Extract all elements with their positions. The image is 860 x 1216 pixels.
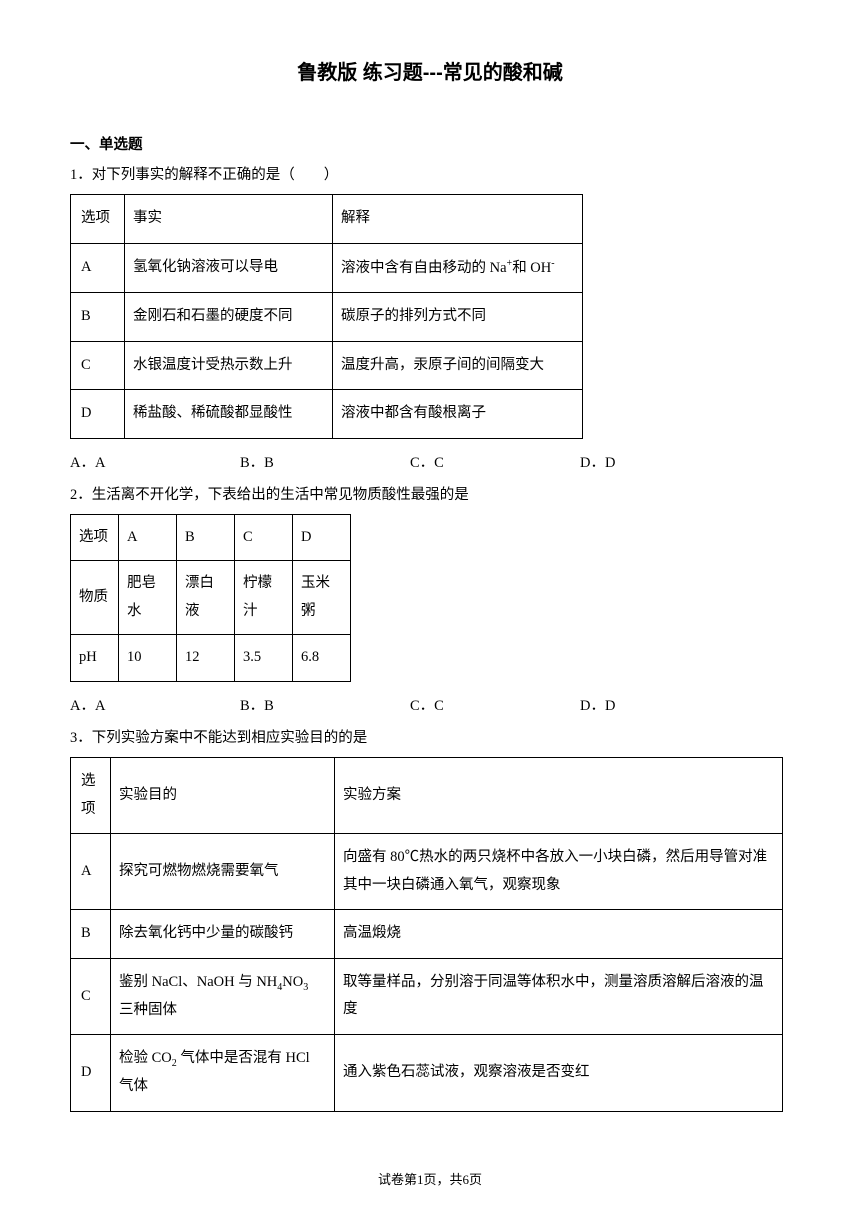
q3-stem: 3．下列实验方案中不能达到相应实验目的的是 xyxy=(70,725,790,751)
table-row: D 稀盐酸、稀硫酸都显酸性 溶液中都含有酸根离子 xyxy=(71,390,583,439)
table-row: D 检验 CO2 气体中是否混有 HCl气体 通入紫色石蕊试液，观察溶液是否变红 xyxy=(71,1035,783,1111)
cell: A xyxy=(71,834,111,910)
cell: 金刚石和石墨的硬度不同 xyxy=(125,293,333,342)
cell: 鉴别 NaCl、NaOH 与 NH4NO3三种固体 xyxy=(111,958,335,1034)
cell: 选项 xyxy=(71,195,125,244)
q2-options: A．A B．B C．C D．D xyxy=(70,694,790,715)
option-d[interactable]: D．D xyxy=(580,694,750,715)
cell: 漂白液 xyxy=(177,561,235,635)
section-header: 一、单选题 xyxy=(70,133,790,154)
cell: B xyxy=(177,514,235,561)
option-a[interactable]: A．A xyxy=(70,451,240,472)
cell: B xyxy=(71,910,111,959)
q2-table: 选项 A B C D 物质 肥皂水 漂白液 柠檬汁 玉米粥 pH 10 12 3… xyxy=(70,514,351,682)
cell: 通入紫色石蕊试液，观察溶液是否变红 xyxy=(335,1035,783,1111)
cell: A xyxy=(71,243,125,292)
cell: 除去氧化钙中少量的碳酸钙 xyxy=(111,910,335,959)
cell: 事实 xyxy=(125,195,333,244)
cell: pH xyxy=(71,635,119,682)
option-c[interactable]: C．C xyxy=(410,694,580,715)
cell: 10 xyxy=(119,635,177,682)
cell: 解释 xyxy=(333,195,583,244)
cell: 实验方案 xyxy=(335,758,783,834)
q1-options: A．A B．B C．C D．D xyxy=(70,451,790,472)
cell: C xyxy=(235,514,293,561)
option-c[interactable]: C．C xyxy=(410,451,580,472)
cell: 氢氧化钠溶液可以导电 xyxy=(125,243,333,292)
table-row: C 鉴别 NaCl、NaOH 与 NH4NO3三种固体 取等量样品，分别溶于同温… xyxy=(71,958,783,1034)
q1-stem: 1．对下列事实的解释不正确的是（ ） xyxy=(70,162,790,188)
table-row: 选项 实验目的 实验方案 xyxy=(71,758,783,834)
cell: 水银温度计受热示数上升 xyxy=(125,341,333,390)
cell: 溶液中都含有酸根离子 xyxy=(333,390,583,439)
table-row: B 金刚石和石墨的硬度不同 碳原子的排列方式不同 xyxy=(71,293,583,342)
cell: 6.8 xyxy=(293,635,351,682)
cell: 实验目的 xyxy=(111,758,335,834)
cell: 温度升高，汞原子间的间隔变大 xyxy=(333,341,583,390)
option-a[interactable]: A．A xyxy=(70,694,240,715)
cell: 高温煅烧 xyxy=(335,910,783,959)
cell: A xyxy=(119,514,177,561)
cell: 3.5 xyxy=(235,635,293,682)
table-row: pH 10 12 3.5 6.8 xyxy=(71,635,351,682)
q1-table: 选项 事实 解释 A 氢氧化钠溶液可以导电 溶液中含有自由移动的 Na+和 OH… xyxy=(70,194,583,439)
cell: 选项 xyxy=(71,758,111,834)
option-b[interactable]: B．B xyxy=(240,451,410,472)
table-row: B 除去氧化钙中少量的碳酸钙 高温煅烧 xyxy=(71,910,783,959)
cell: 溶液中含有自由移动的 Na+和 OH- xyxy=(333,243,583,292)
q2-stem: 2．生活离不开化学，下表给出的生活中常见物质酸性最强的是 xyxy=(70,482,790,508)
table-row: 选项 A B C D xyxy=(71,514,351,561)
cell: 碳原子的排列方式不同 xyxy=(333,293,583,342)
table-row: 物质 肥皂水 漂白液 柠檬汁 玉米粥 xyxy=(71,561,351,635)
cell: B xyxy=(71,293,125,342)
page-footer: 试卷第1页，共6页 xyxy=(0,1169,860,1188)
option-d[interactable]: D．D xyxy=(580,451,750,472)
cell: 向盛有 80℃热水的两只烧杯中各放入一小块白磷，然后用导管对准其中一块白磷通入氧… xyxy=(335,834,783,910)
table-row: A 探究可燃物燃烧需要氧气 向盛有 80℃热水的两只烧杯中各放入一小块白磷，然后… xyxy=(71,834,783,910)
table-row: C 水银温度计受热示数上升 温度升高，汞原子间的间隔变大 xyxy=(71,341,583,390)
cell: D xyxy=(293,514,351,561)
cell: 柠檬汁 xyxy=(235,561,293,635)
table-row: 选项 事实 解释 xyxy=(71,195,583,244)
cell: 探究可燃物燃烧需要氧气 xyxy=(111,834,335,910)
q3-table: 选项 实验目的 实验方案 A 探究可燃物燃烧需要氧气 向盛有 80℃热水的两只烧… xyxy=(70,757,783,1112)
cell: 检验 CO2 气体中是否混有 HCl气体 xyxy=(111,1035,335,1111)
cell: 物质 xyxy=(71,561,119,635)
cell: 肥皂水 xyxy=(119,561,177,635)
cell: C xyxy=(71,341,125,390)
option-b[interactable]: B．B xyxy=(240,694,410,715)
cell: C xyxy=(71,958,111,1034)
cell: 12 xyxy=(177,635,235,682)
page-title: 鲁教版 练习题---常见的酸和碱 xyxy=(70,56,790,85)
cell: 稀盐酸、稀硫酸都显酸性 xyxy=(125,390,333,439)
cell: D xyxy=(71,1035,111,1111)
cell: 选项 xyxy=(71,514,119,561)
cell: 取等量样品，分别溶于同温等体积水中，测量溶质溶解后溶液的温度 xyxy=(335,958,783,1034)
table-row: A 氢氧化钠溶液可以导电 溶液中含有自由移动的 Na+和 OH- xyxy=(71,243,583,292)
cell: 玉米粥 xyxy=(293,561,351,635)
cell: D xyxy=(71,390,125,439)
